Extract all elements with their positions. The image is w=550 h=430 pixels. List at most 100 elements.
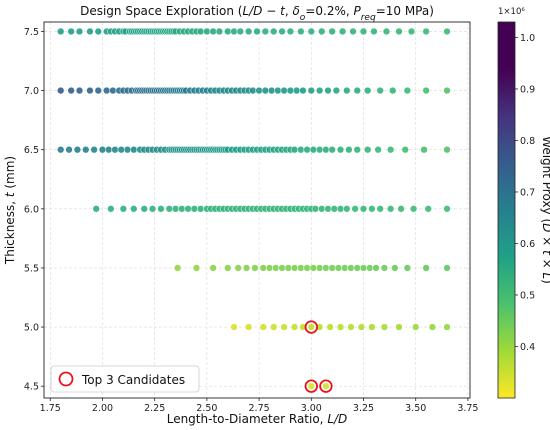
scatter-point — [372, 264, 380, 272]
scatter-point — [57, 146, 65, 154]
scatter-point — [401, 146, 409, 154]
scatter-point — [422, 264, 430, 272]
scatter-point — [157, 205, 165, 213]
scatter-point — [422, 86, 430, 95]
scatter-point — [318, 205, 326, 213]
scatter-point — [315, 146, 324, 154]
colorbar-tick-label: 0.7 — [520, 187, 535, 198]
scatter-point — [209, 264, 217, 272]
scatter-point — [215, 27, 224, 36]
scatter-point — [270, 27, 278, 36]
scatter-point — [380, 323, 389, 331]
scatter-point — [249, 86, 257, 95]
scatter-point — [242, 264, 251, 272]
y-tick-label: 4.5 — [24, 382, 39, 393]
scatter-point — [280, 86, 288, 95]
scatter-point — [73, 146, 82, 154]
scatter-point — [173, 264, 182, 272]
scatter-point — [82, 146, 90, 154]
scatter-point — [297, 264, 305, 272]
scatter-point — [318, 27, 326, 36]
scatter-point — [443, 323, 451, 331]
scatter-point — [272, 264, 280, 272]
scatter-point — [334, 264, 343, 272]
scatter-point — [105, 146, 113, 154]
scatter-point — [261, 27, 270, 36]
y-tick-label: 6.5 — [24, 145, 39, 156]
scatter-point — [422, 27, 430, 36]
scatter-point — [65, 146, 73, 154]
scatter-point — [297, 146, 305, 154]
scatter-point — [303, 146, 311, 154]
scatter-point — [267, 86, 276, 95]
colorbar-tick-label: 1.0 — [520, 33, 535, 44]
scatter-point — [259, 264, 267, 272]
scatter-point — [98, 146, 107, 154]
colorbar-label: Weight Proxy (D × t × L) — [540, 136, 550, 284]
scatter-point — [234, 264, 242, 272]
scatter-point — [278, 27, 286, 36]
scatter-point — [309, 146, 318, 154]
scatter-point — [224, 27, 232, 36]
scatter-point — [349, 27, 357, 36]
x-tick-label: 2.50 — [196, 403, 217, 414]
colorbar-tick-label: 0.5 — [520, 290, 535, 301]
scatter-point — [293, 86, 301, 95]
scatter-point — [359, 27, 368, 36]
scatter-point — [259, 323, 267, 331]
y-tick-label: 5.5 — [24, 263, 39, 274]
scatter-point — [265, 264, 274, 272]
scatter-point — [336, 205, 345, 213]
scatter-point — [359, 205, 368, 213]
scatter-point — [368, 205, 376, 213]
x-axis-ticks: 1.75 2.00 2.25 2.50 2.75 3.00 3.25 3.50 3.75 — [40, 398, 478, 414]
scatter-point — [196, 205, 205, 213]
scatter-point — [332, 86, 341, 95]
top3-candidate-marker — [319, 379, 333, 393]
scatter-point — [357, 323, 366, 331]
scatter-point — [307, 382, 315, 390]
scatter-point — [274, 86, 282, 95]
scatter-point — [322, 146, 330, 154]
scatter-point — [324, 205, 332, 213]
scatter-point — [75, 86, 84, 95]
legend-box — [50, 365, 200, 393]
scatter-point — [353, 264, 361, 272]
colorbar-tick-label: 0.4 — [520, 342, 535, 353]
x-tick-label: 3.50 — [405, 403, 426, 414]
scatter-point — [57, 86, 65, 95]
scatter-point — [353, 146, 361, 154]
scatter-point — [347, 264, 355, 272]
scatter-point — [359, 264, 368, 272]
y-axis-ticks: 4.5 5.0 5.5 6.0 6.5 7.0 7.5 — [24, 27, 44, 393]
scatter-point — [386, 205, 395, 213]
scatter-point — [203, 27, 211, 36]
scatter-point — [299, 86, 307, 95]
scatter-point — [364, 86, 372, 95]
scatter-point — [389, 86, 397, 95]
scatter-point — [92, 205, 100, 213]
scatter-point — [209, 27, 217, 36]
scatter-point — [184, 205, 192, 213]
scatter-point — [303, 264, 311, 272]
x-tick-label: 2.75 — [249, 403, 270, 414]
scatter-point — [443, 86, 451, 95]
scatter-point — [395, 323, 403, 331]
colorbar — [497, 21, 516, 399]
scatter-point — [119, 205, 128, 213]
scatter-point — [443, 146, 451, 154]
scatter-point — [244, 323, 253, 331]
scatter-point — [391, 264, 399, 272]
scatter-point — [192, 264, 201, 272]
scatter-point — [102, 86, 111, 95]
scatter-point — [117, 146, 125, 154]
scatter-point — [322, 382, 330, 390]
scatter-point — [309, 264, 318, 272]
colorbar-tick-label: 0.9 — [520, 84, 535, 95]
scatter-point — [380, 264, 389, 272]
scatter-point — [297, 27, 305, 36]
colorbar-ticks: 0.4 0.5 0.6 0.7 0.8 0.9 1.0 — [515, 33, 535, 353]
y-tick-label: 7.0 — [24, 86, 39, 97]
scatter-point — [107, 205, 115, 213]
scatter-point — [190, 205, 199, 213]
